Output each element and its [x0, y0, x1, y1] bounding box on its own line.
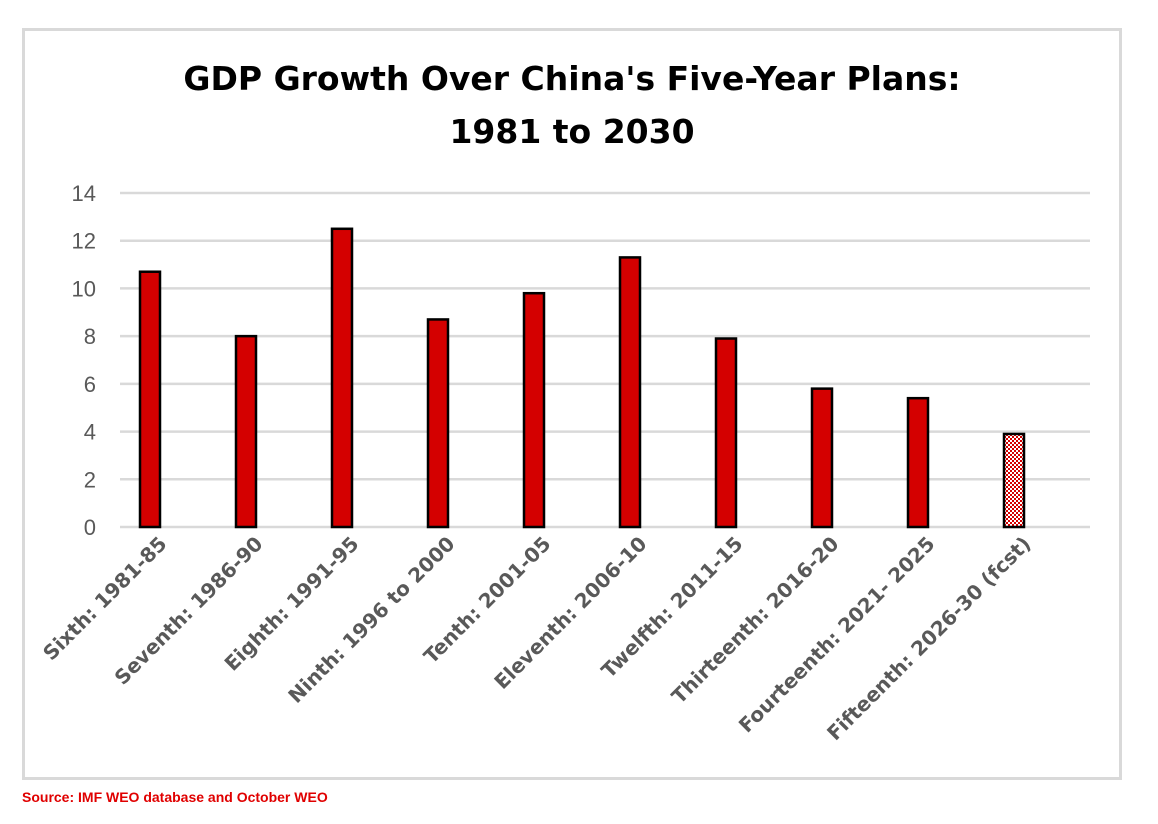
bar-9 [906, 396, 930, 529]
bar-4 [426, 318, 450, 529]
x-category-label: Ninth: 1996 to 2000 [283, 532, 459, 708]
x-category-label: Fifteenth: 2026-30 (fcst) [822, 532, 1036, 746]
bar-10 [1002, 432, 1026, 529]
chart-title-line-1: GDP Growth Over China's Five-Year Plans: [183, 59, 960, 98]
bar-2 [234, 334, 258, 529]
y-tick-label: 14 [72, 181, 96, 206]
bars [138, 227, 1026, 529]
bar-7 [714, 337, 738, 529]
y-axis-ticks: 0 2 4 6 8 10 12 14 [72, 181, 96, 540]
bar-8 [810, 387, 834, 529]
bar-6 [618, 256, 642, 529]
bar-1 [138, 270, 162, 529]
y-tick-label: 8 [84, 324, 96, 349]
x-category-label: Thirteenth: 2016-20 [667, 532, 844, 709]
y-tick-label: 0 [84, 515, 96, 540]
bar-5 [522, 291, 546, 529]
y-tick-label: 6 [84, 372, 96, 397]
y-tick-label: 12 [72, 229, 96, 254]
chart-title-line-2: 1981 to 2030 [449, 112, 694, 151]
chart-frame [22, 28, 1122, 780]
gridlines [120, 191, 1090, 529]
y-tick-label: 4 [84, 420, 96, 445]
y-tick-label: 2 [84, 467, 96, 492]
x-category-label: Fourteenth: 2021- 2025 [734, 532, 940, 738]
y-tick-label: 10 [72, 276, 96, 301]
bar-3 [330, 227, 354, 529]
source-note: Source: IMF WEO database and October WEO [22, 789, 328, 805]
